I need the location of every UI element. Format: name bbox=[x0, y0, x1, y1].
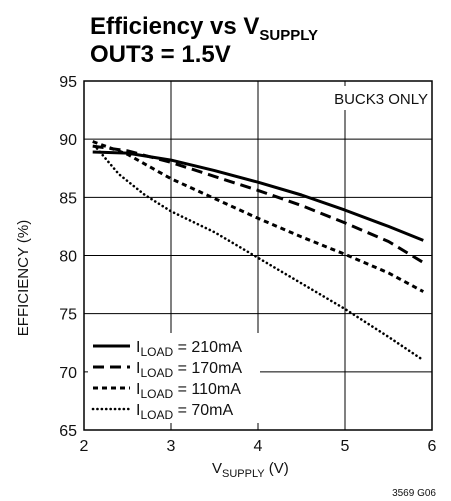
y-tick-label: 65 bbox=[59, 423, 77, 440]
x-axis-label: VSUPPLY (V) bbox=[212, 460, 289, 480]
x-tick-label: 3 bbox=[167, 438, 176, 455]
legend-label: ILOAD = 70mA bbox=[136, 402, 234, 422]
annotation-buck3-only: BUCK3 ONLY bbox=[334, 91, 428, 108]
x-axis-label-main: V bbox=[212, 460, 222, 477]
chart-title-main: Efficiency vs V bbox=[90, 13, 259, 40]
series-lines bbox=[92, 140, 425, 362]
x-tick-label: 2 bbox=[80, 438, 89, 455]
chart-title-subscript: SUPPLY bbox=[259, 27, 318, 44]
y-axis-label: EFFICIENCY (%) bbox=[15, 220, 32, 336]
x-tick-label: 5 bbox=[341, 438, 350, 455]
legend-label: ILOAD = 170mA bbox=[136, 360, 242, 380]
y-tick-label: 70 bbox=[59, 365, 77, 382]
annotation-background bbox=[322, 86, 430, 110]
legend-background bbox=[88, 333, 260, 423]
series-line-210ma bbox=[92, 150, 424, 242]
series-line-110ma bbox=[92, 140, 425, 293]
y-tick-labels: 65 70 75 80 85 90 95 bbox=[59, 74, 77, 440]
series-line-170ma bbox=[92, 144, 425, 264]
x-tick-label: 6 bbox=[428, 438, 437, 455]
chart-title-line2: OUT3 = 1.5V bbox=[90, 41, 231, 68]
y-tick-label: 95 bbox=[59, 74, 77, 91]
y-tick-label: 80 bbox=[59, 249, 77, 266]
y-tick-label: 75 bbox=[59, 307, 77, 324]
series-line-70ma bbox=[95, 147, 425, 362]
y-tick-label: 85 bbox=[59, 190, 77, 207]
chart-title-line1: Efficiency vs VSUPPLY bbox=[90, 13, 318, 44]
figure-id: 3569 G06 bbox=[392, 488, 436, 499]
x-tick-labels: 2 3 4 5 6 bbox=[80, 438, 437, 455]
x-tick-label: 4 bbox=[254, 438, 263, 455]
x-axis-label-subscript: SUPPLY bbox=[222, 468, 265, 480]
x-axis-label-unit: (V) bbox=[265, 460, 289, 477]
legend-label: ILOAD = 110mA bbox=[136, 381, 241, 401]
plot-frame bbox=[83, 80, 433, 431]
legend-label: ILOAD = 210mA bbox=[136, 339, 242, 359]
y-tick-label: 90 bbox=[59, 132, 77, 149]
